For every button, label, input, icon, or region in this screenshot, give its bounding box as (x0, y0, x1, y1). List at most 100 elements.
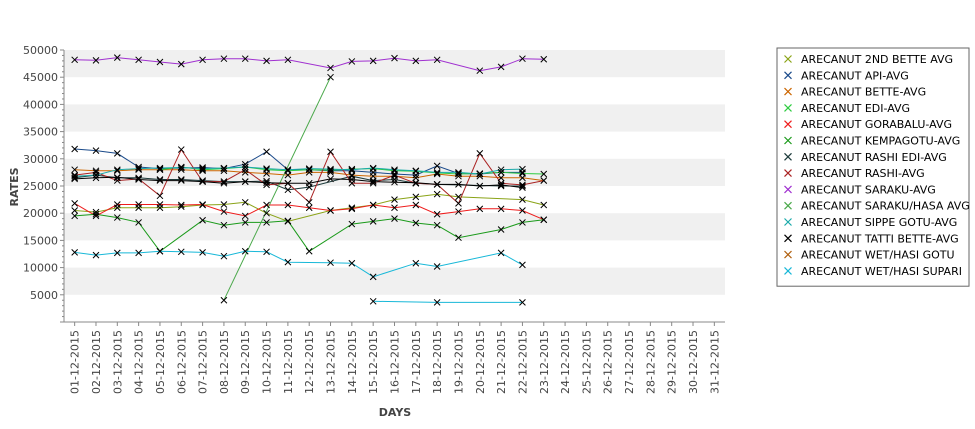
series-line (74, 176, 523, 189)
data-point (327, 169, 334, 176)
data-point (433, 210, 441, 218)
data-point (220, 179, 228, 187)
legend-label: ARECANUT TATTI BETTE-AVG (801, 232, 959, 245)
data-point (71, 200, 79, 207)
data-point (199, 216, 206, 224)
data-point (113, 214, 121, 221)
x-tick-label: 21-12-2015 (495, 330, 508, 394)
data-point (241, 163, 249, 171)
data-point (156, 204, 164, 212)
x-tick-label: 10-12-2015 (261, 330, 274, 394)
grid-bands (64, 50, 725, 322)
x-tick-label: 16-12-2015 (389, 330, 402, 394)
data-point (263, 219, 270, 226)
x-tick-label: 23-12-2015 (538, 330, 551, 394)
data-point (369, 218, 377, 225)
data-point (348, 204, 356, 212)
data-point (327, 64, 334, 72)
data-point (327, 207, 334, 214)
data-point (263, 201, 270, 209)
data-point (135, 249, 142, 257)
data-point (177, 166, 185, 174)
legend-swatch (784, 185, 792, 194)
data-point (369, 177, 377, 184)
data-point (305, 204, 313, 212)
grid-band (64, 267, 725, 295)
data-point (455, 169, 462, 176)
series-line (74, 166, 523, 177)
data-point (369, 57, 377, 65)
legend-label: ARECANUT RASHI-AVG (801, 167, 925, 180)
data-point (412, 193, 420, 201)
data-point (92, 212, 100, 220)
legend-label: ARECANUT KEMPAGOTU-AVG (801, 135, 960, 148)
legend-box (776, 47, 970, 287)
data-point (135, 219, 142, 226)
data-point (391, 204, 398, 212)
legend-swatch (784, 71, 792, 80)
series-markers (71, 54, 548, 306)
data-point (135, 166, 142, 174)
legend-label: ARECANUT WET/HASI SUPARI (801, 265, 962, 278)
x-tick-label: 06-12-2015 (175, 330, 188, 394)
data-point (199, 165, 206, 172)
data-point (391, 166, 398, 174)
data-point (92, 174, 100, 182)
legend-label: ARECANUT GORABALU-AVG (801, 118, 952, 131)
data-point (241, 219, 249, 226)
x-tick-label: 27-12-2015 (623, 330, 636, 394)
x-tick-label: 30-12-2015 (687, 330, 700, 394)
data-point (455, 234, 462, 242)
data-point (177, 146, 185, 153)
legend-swatch (784, 55, 792, 63)
data-point (92, 169, 100, 176)
y-tick-label: 50000 (23, 44, 58, 57)
x-tick-label: 29-12-2015 (666, 330, 679, 394)
data-point (348, 172, 356, 180)
axes: 5000 10000 15000 20000 25000 30000 35000 40000 4… (23, 44, 725, 394)
data-point (519, 181, 526, 189)
data-point (199, 167, 206, 175)
data-point (263, 57, 270, 65)
data-point (263, 165, 270, 172)
y-axis-title: RATES (8, 167, 21, 206)
data-point (113, 54, 121, 61)
data-point (71, 174, 79, 182)
data-point (497, 226, 505, 233)
y-tick-label: 25000 (23, 180, 58, 193)
data-point (241, 55, 249, 63)
data-point (263, 248, 270, 256)
series-line (223, 76, 331, 301)
data-point (305, 247, 313, 255)
legend-label: ARECANUT WET/HASI GOTU (801, 249, 955, 262)
data-point (348, 220, 356, 228)
data-point (263, 148, 270, 156)
y-tick-label: 20000 (23, 207, 58, 220)
x-axis-title: DAYS (379, 406, 412, 419)
x-tick-label: 15-12-2015 (367, 330, 380, 394)
data-point (199, 178, 206, 186)
data-point (241, 198, 249, 206)
x-tick-label: 02-12-2015 (90, 330, 103, 394)
data-point (412, 57, 420, 65)
y-tick-label: 15000 (23, 234, 58, 247)
data-point (220, 252, 228, 260)
legend-swatch (784, 169, 792, 178)
data-point (199, 164, 206, 171)
data-point (497, 249, 505, 257)
data-point (519, 169, 526, 176)
x-tick-label: 26-12-2015 (602, 330, 615, 394)
data-point (391, 178, 398, 186)
data-point (497, 169, 505, 176)
data-point (71, 212, 79, 220)
data-point (455, 181, 462, 188)
data-point (476, 182, 484, 190)
data-point (391, 215, 398, 222)
data-point (241, 160, 249, 168)
data-point (497, 166, 505, 174)
x-tick-label: 05-12-2015 (154, 330, 167, 394)
data-point (412, 174, 420, 182)
data-point (519, 299, 526, 306)
legend-label: ARECANUT SARAKU/HASA AVG (801, 200, 970, 213)
data-point (433, 169, 441, 176)
